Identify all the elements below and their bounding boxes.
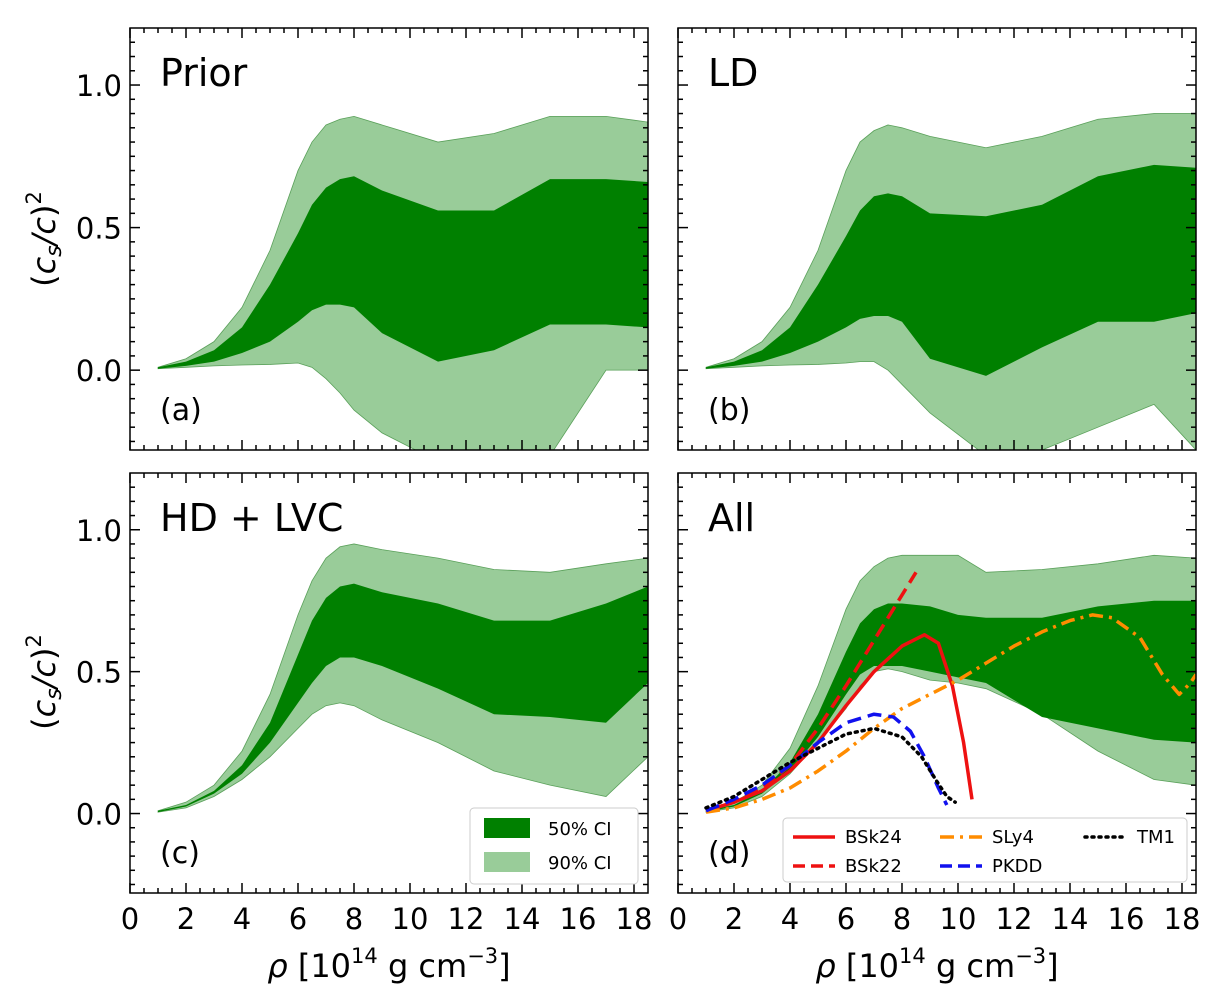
ci-legend-label: 50% CI (548, 819, 612, 840)
axes-frame (677, 472, 1197, 894)
y-axis-label: (cs/c)2 (22, 634, 67, 730)
legend-label-pkdd: PKDD (992, 856, 1042, 877)
x-tick-label: 8 (345, 902, 363, 936)
ticks (677, 473, 1196, 893)
model-legend: BSk24 BSk22 SLy4 PKDD TM1 (782, 817, 1188, 883)
x-tick-label: 10 (940, 902, 977, 936)
panel-c: 0.0 0.5 1.0 0 2 4 6 8 10 12 14 16 18 HD + LVC (c) (76, 472, 653, 936)
panel-letter: (c) (160, 836, 200, 871)
x-tick-label: 10 (392, 902, 429, 936)
x-tick-label: 2 (725, 902, 743, 936)
x-tick-label: 18 (1164, 902, 1201, 936)
curve-bsk22 (705, 571, 918, 813)
curve-tm1 (704, 726, 957, 810)
panel-title: LD (708, 51, 758, 95)
x-tick-label: 14 (504, 902, 541, 936)
x-tick-label: 0 (121, 902, 139, 936)
y-tick-label: 1.0 (76, 514, 122, 548)
legend-label-sly4: SLy4 (992, 827, 1034, 848)
panel-a: 0.0 0.5 1.0 Prior (a) (76, 27, 649, 451)
x-tick-label: 12 (448, 902, 485, 936)
panel-letter: (a) (160, 393, 202, 428)
y-tick-label: 0.0 (76, 798, 122, 832)
ci-legend-swatch-ci90 (484, 852, 530, 872)
y-tick-label: 1.0 (76, 69, 122, 103)
ticks (677, 28, 1196, 450)
model-legend-box (782, 817, 1188, 883)
legend-label-tm1: TM1 (1136, 827, 1175, 848)
x-tick-label: 12 (996, 902, 1033, 936)
x-axis-label: ρ [1014 g cm−3] (815, 944, 1058, 985)
axes-frame (129, 27, 649, 451)
panel-b: LD (b) (677, 27, 1197, 451)
ci50-band (706, 600, 1196, 813)
y-tick-label: 0.5 (76, 656, 122, 690)
x-tick-label: 18 (616, 902, 653, 936)
ci50-band (706, 164, 1196, 376)
panel-title: HD + LVC (160, 496, 343, 540)
x-tick-label: 6 (837, 902, 855, 936)
ci50-band (158, 176, 648, 369)
x-tick-label: 6 (289, 902, 307, 936)
x-tick-label: 8 (893, 902, 911, 936)
ci-legend: 50% CI 90% CI (469, 807, 639, 885)
curve-sly4 (705, 613, 1196, 814)
panel-d: 0 2 4 6 8 10 12 14 16 18 All (d) (669, 472, 1201, 936)
panel-letter: (b) (708, 393, 750, 428)
plot-area-a (157, 115, 648, 450)
x-tick-label: 16 (560, 902, 597, 936)
plot-area-d (704, 554, 1196, 814)
x-tick-label: 2 (177, 902, 195, 936)
panel-letter: (d) (708, 836, 750, 871)
plot-area-c (157, 543, 648, 813)
ci-legend-swatch-ci50 (484, 818, 530, 838)
plot-area-b (705, 113, 1196, 450)
x-tick-label: 4 (781, 902, 799, 936)
y-tick-label: 0.5 (76, 212, 122, 246)
x-tick-label: 0 (669, 902, 687, 936)
ticks (129, 473, 648, 893)
x-tick-label: 16 (1108, 902, 1145, 936)
curve-pkdd (705, 712, 949, 813)
panel-title: All (708, 496, 755, 540)
curve-bsk24 (705, 633, 974, 813)
y-axis-label: (cs/c)2 (22, 191, 67, 287)
x-tick-label: 14 (1052, 902, 1089, 936)
x-axis-label: ρ [1014 g cm−3] (267, 944, 510, 985)
legend-label-bsk22: BSk22 (845, 856, 902, 877)
ci-legend-label: 90% CI (548, 853, 612, 874)
panel-title: Prior (160, 51, 248, 95)
axes-frame (677, 27, 1197, 451)
ci50-band (158, 583, 648, 813)
y-tick-label: 0.0 (76, 354, 122, 388)
ticks (129, 28, 648, 450)
legend-label-bsk24: BSk24 (845, 827, 902, 848)
x-tick-label: 4 (233, 902, 251, 936)
ci90-band (157, 543, 648, 813)
axes-frame (129, 472, 649, 894)
